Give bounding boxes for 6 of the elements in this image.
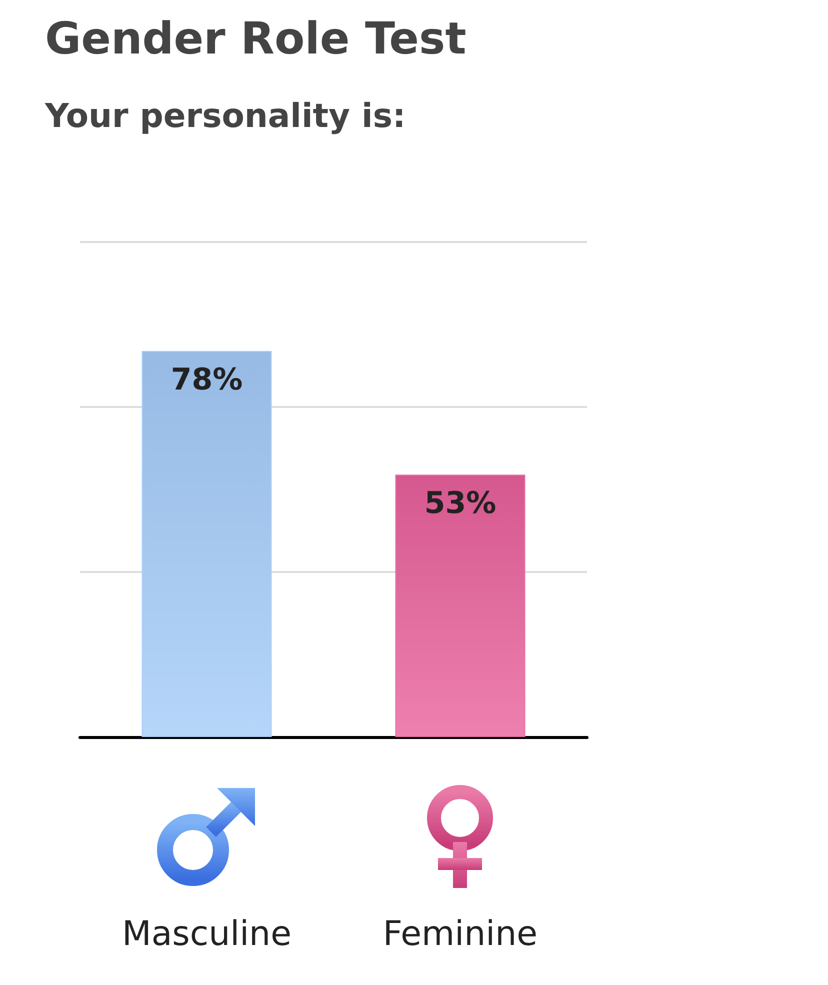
data-label: 78% [170,362,243,398]
data-label: 53% [424,486,496,522]
chart-subtitle: Your personality is: [44,96,406,135]
x-tick-label: Feminine [382,914,538,954]
chart-title: Gender Role Test [45,14,466,64]
x-tick-label: Masculine [122,914,292,954]
